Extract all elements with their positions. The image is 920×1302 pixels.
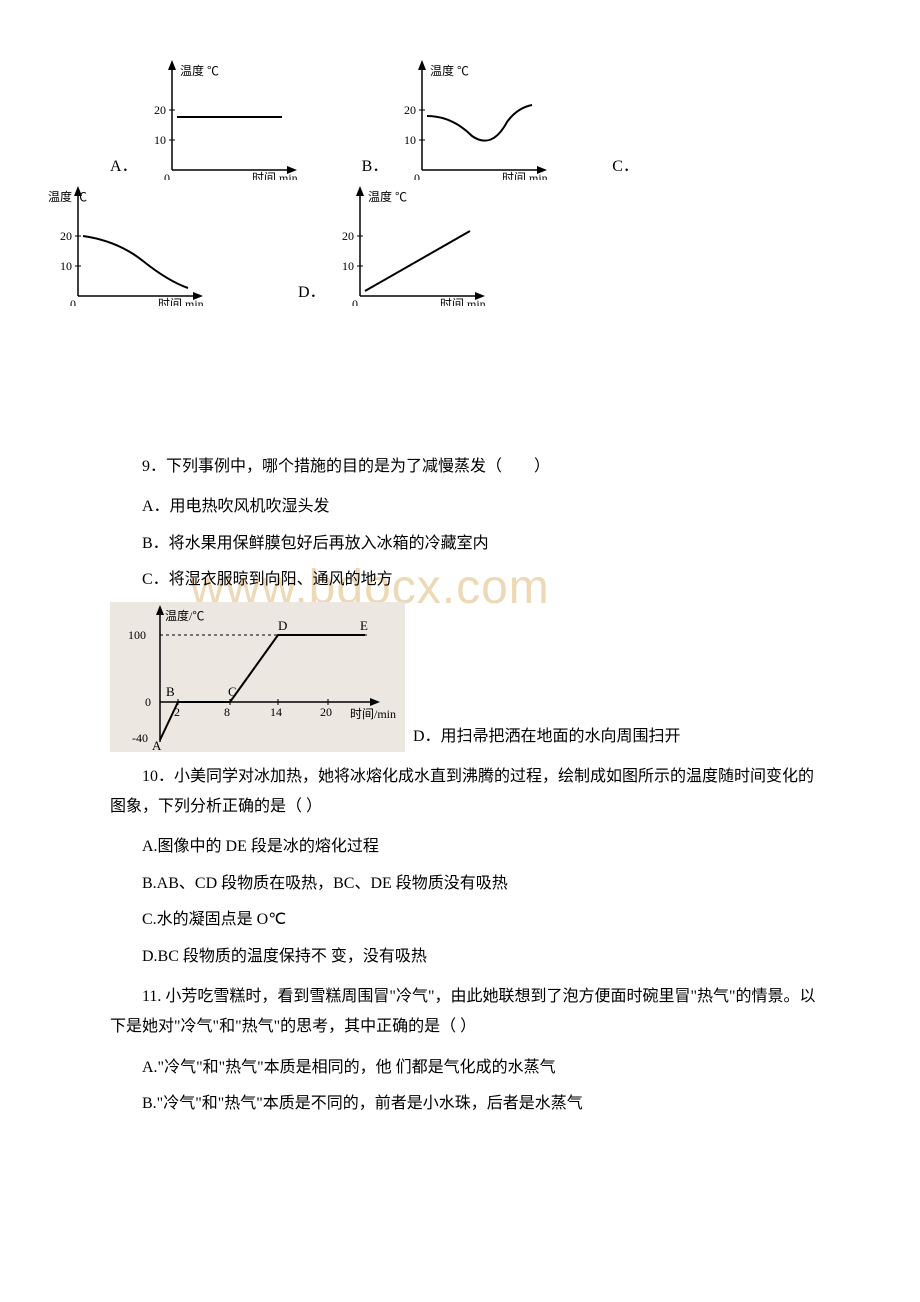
q11-option-a: A."冷气"和"热气"本质是相同的，他 们都是气化成的水蒸气 (110, 1053, 820, 1083)
svg-text:0: 0 (352, 297, 358, 306)
spacer (110, 312, 820, 442)
q10-option-d: D.BC 段物质的温度保持不 变，没有吸热 (110, 942, 820, 972)
svg-text:温度/℃: 温度/℃ (165, 608, 204, 623)
q9-stem: 9．下列事例中，哪个措施的目的是为了减慢蒸发（ ） (110, 452, 820, 482)
svg-text:温度 ℃: 温度 ℃ (430, 63, 469, 78)
svg-text:8: 8 (224, 705, 230, 719)
svg-text:时间/min: 时间/min (350, 707, 396, 721)
chart-d-block: D． 温度 ℃ 时间 min 10 20 0 (298, 186, 490, 306)
svg-text:时间 min: 时间 min (502, 171, 548, 180)
svg-text:0: 0 (145, 695, 151, 709)
q10-option-b: B.AB、CD 段物质在吸热，BC、DE 段物质没有吸热 (110, 869, 820, 899)
chart-row-ab: A． 温度 ℃ 时间 min 10 20 0 B． (110, 60, 820, 180)
q10-figure: 温度/℃ 100 0 -40 2 8 14 20 时间/min (110, 602, 405, 752)
q9-option-d: D．用扫帚把洒在地面的水向周围扫开 (413, 722, 681, 752)
svg-text:0: 0 (414, 171, 420, 180)
svg-text:温度 ℃: 温度 ℃ (180, 63, 219, 78)
svg-text:温度 ℃: 温度 ℃ (48, 189, 87, 204)
svg-text:20: 20 (154, 103, 166, 117)
q11-option-b: B."冷气"和"热气"本质是不同的，前者是小水珠，后者是水蒸气 (110, 1089, 820, 1119)
svg-text:时间 min: 时间 min (158, 297, 204, 306)
chart-label-a: A． (110, 152, 142, 180)
chart-label-b: B． (362, 152, 393, 180)
svg-text:时间 min: 时间 min (440, 297, 486, 306)
svg-text:100: 100 (128, 628, 146, 642)
chart-c: 温度 ℃ 时间 min 10 20 0 (48, 186, 208, 306)
svg-text:C: C (228, 684, 237, 699)
chart-row-cd: 温度 ℃ 时间 min 10 20 0 D． 温度 ℃ (48, 186, 820, 306)
svg-text:10: 10 (404, 133, 416, 147)
svg-text:10: 10 (154, 133, 166, 147)
svg-text:20: 20 (404, 103, 416, 117)
q9-option-b: B．将水果用保鲜膜包好后再放入冰箱的冷藏室内 (110, 529, 820, 559)
svg-text:10: 10 (60, 259, 72, 273)
svg-text:时间 min: 时间 min (252, 171, 298, 180)
chart-b-block: B． 温度 ℃ 时间 min 10 20 0 (362, 60, 553, 180)
chart-c-block: 温度 ℃ 时间 min 10 20 0 (48, 186, 208, 306)
q11-stem: 11. 小芳吃雪糕时，看到雪糕周围冒"冷气"，由此她联想到了泡方便面时碗里冒"热… (110, 982, 820, 1043)
svg-text:-40: -40 (132, 731, 148, 745)
q10-option-a: A.图像中的 DE 段是冰的熔化过程 (110, 832, 820, 862)
q9-option-a: A．用电热吹风机吹湿头发 (110, 492, 820, 522)
chart-label-d: D． (298, 278, 330, 306)
q9-option-c: C．将湿衣服晾到向阳、通风的地方 (110, 565, 820, 595)
chart-label-c: C． (552, 152, 639, 180)
svg-text:温度 ℃: 温度 ℃ (368, 189, 407, 204)
svg-text:0: 0 (70, 297, 76, 306)
svg-text:0: 0 (164, 171, 170, 180)
chart-d: 温度 ℃ 时间 min 10 20 0 (330, 186, 490, 306)
svg-text:10: 10 (342, 259, 354, 273)
chart-a: 温度 ℃ 时间 min 10 20 0 (142, 60, 302, 180)
svg-text:14: 14 (270, 705, 282, 719)
svg-text:20: 20 (320, 705, 332, 719)
svg-text:D: D (278, 618, 287, 633)
q10-stem: 10．小美同学对冰加热，她将冰熔化成水直到沸腾的过程，绘制成如图所示的温度随时间… (110, 762, 820, 823)
q10-figure-row: 温度/℃ 100 0 -40 2 8 14 20 时间/min (110, 602, 820, 752)
svg-text:A: A (152, 738, 162, 752)
svg-text:E: E (360, 618, 368, 633)
chart-b: 温度 ℃ 时间 min 10 20 0 (392, 60, 552, 180)
svg-text:B: B (166, 684, 175, 699)
svg-text:20: 20 (342, 229, 354, 243)
chart-a-block: A． 温度 ℃ 时间 min 10 20 0 (110, 60, 302, 180)
svg-text:20: 20 (60, 229, 72, 243)
q10-option-c: C.水的凝固点是 O℃ (110, 905, 820, 935)
